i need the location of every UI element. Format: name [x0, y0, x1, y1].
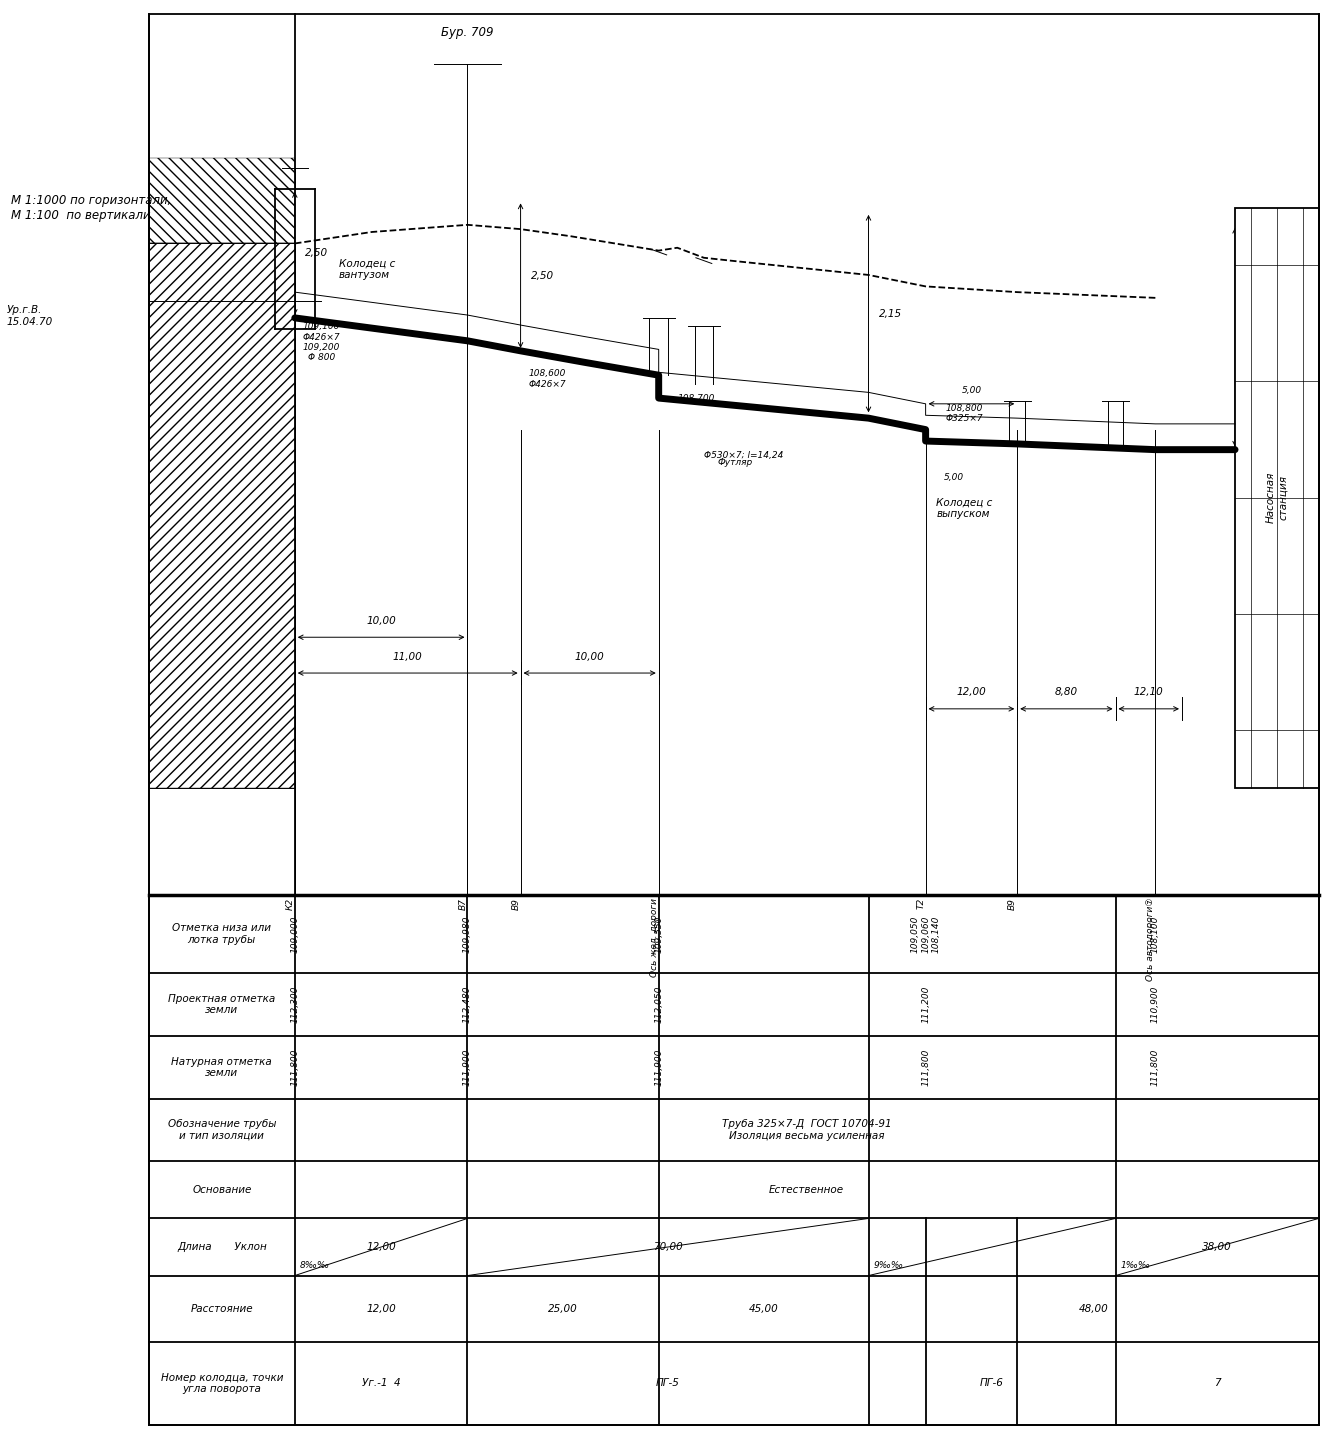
- Bar: [149, 243, 295, 788]
- Text: Обозначение трубы
и тип изоляции: Обозначение трубы и тип изоляции: [167, 1120, 276, 1141]
- Text: 48,00: 48,00: [1078, 1303, 1109, 1313]
- Text: Уг.-1  4: Уг.-1 4: [361, 1379, 401, 1389]
- Text: 5,00: 5,00: [961, 387, 983, 395]
- Text: 5,00: 5,00: [943, 473, 964, 481]
- Text: 111,200: 111,200: [922, 987, 930, 1024]
- Text: Проектная отметка
земли: Проектная отметка земли: [169, 994, 275, 1015]
- Text: 9‰‰: 9‰‰: [874, 1260, 904, 1270]
- Text: К2: К2: [286, 898, 295, 909]
- Text: Футляр: Футляр: [717, 458, 753, 467]
- Text: Труба 325×7-Д  ГОСТ 10704-91
Изоляция весьма усиленная: Труба 325×7-Д ГОСТ 10704-91 Изоляция вес…: [722, 1120, 891, 1141]
- Text: М 1:1000 по горизонтали,
М 1:100  по вертикали: М 1:1000 по горизонтали, М 1:100 по верт…: [11, 193, 171, 222]
- Text: 12,00: 12,00: [367, 1303, 396, 1313]
- Text: 110,900: 110,900: [1151, 987, 1159, 1024]
- Text: 109,100
Φ426×7
109,200
Φ 800: 109,100 Φ426×7 109,200 Φ 800: [303, 322, 340, 362]
- Text: Бур. 709: Бур. 709: [441, 26, 494, 39]
- Text: Натурная отметка
земли: Натурная отметка земли: [171, 1057, 272, 1078]
- Text: ПГ-5: ПГ-5: [656, 1379, 680, 1389]
- Text: 112,480: 112,480: [463, 987, 471, 1024]
- Bar: [1235, 208, 1319, 788]
- Text: Длина       Уклон: Длина Уклон: [177, 1242, 267, 1252]
- Text: 8,80: 8,80: [1054, 687, 1078, 697]
- Text: 108,100: 108,100: [1151, 915, 1159, 952]
- Text: 2,15: 2,15: [879, 309, 902, 318]
- Text: 112,300: 112,300: [291, 987, 299, 1024]
- Text: Колодец с
выпуском: Колодец с выпуском: [936, 497, 992, 520]
- Text: Основание: Основание: [193, 1184, 251, 1194]
- Text: Номер колодца, точки
угла поворота: Номер колодца, точки угла поворота: [161, 1373, 283, 1395]
- Text: 25,00: 25,00: [548, 1303, 578, 1313]
- Text: Ось автодороги⑦: Ось автодороги⑦: [1146, 898, 1155, 981]
- Text: 70,00: 70,00: [653, 1242, 683, 1252]
- Text: В9: В9: [511, 898, 521, 909]
- Text: Колодец с
вантузом: Колодец с вантузом: [339, 258, 394, 281]
- Text: 109,980: 109,980: [463, 915, 471, 952]
- Text: 109,050
109,060
108,140: 109,050 109,060 108,140: [911, 915, 940, 952]
- Text: 12,00: 12,00: [956, 687, 987, 697]
- Text: Насосная
станция: Насосная станция: [1266, 473, 1288, 523]
- Text: Ур.г.В.
15.04.70: Ур.г.В. 15.04.70: [7, 305, 53, 326]
- Text: 111,900: 111,900: [463, 1048, 471, 1085]
- Text: 45,00: 45,00: [749, 1303, 778, 1313]
- Text: Φ530×7; l=14,24: Φ530×7; l=14,24: [704, 451, 784, 460]
- Text: 111,800: 111,800: [291, 1048, 299, 1085]
- Text: 111,900: 111,900: [655, 1048, 663, 1085]
- Text: Расстояние: Расстояние: [190, 1303, 254, 1313]
- Text: 12,10: 12,10: [1134, 687, 1163, 697]
- Text: 111,800: 111,800: [1151, 1048, 1159, 1085]
- Text: 109,550: 109,550: [655, 915, 663, 952]
- Text: 109,000: 109,000: [291, 915, 299, 952]
- Text: 111,800: 111,800: [922, 1048, 930, 1085]
- Bar: [149, 243, 295, 788]
- Text: Естественное: Естественное: [769, 1184, 845, 1194]
- Text: В9: В9: [1008, 898, 1017, 909]
- Text: ПГ-6: ПГ-6: [980, 1379, 1004, 1389]
- Text: 1‰‰: 1‰‰: [1121, 1260, 1151, 1270]
- Text: 10,00: 10,00: [575, 652, 604, 662]
- Text: 108,600
Φ426×7: 108,600 Φ426×7: [529, 369, 566, 390]
- Text: Ось жел. дороги: Ось жел. дороги: [649, 898, 659, 977]
- Text: 108,800
Φ325×7: 108,800 Φ325×7: [946, 404, 983, 424]
- Text: В7: В7: [458, 898, 467, 909]
- Text: Т2: Т2: [916, 898, 926, 909]
- Text: 8‰‰: 8‰‰: [300, 1260, 331, 1270]
- Text: 2,50: 2,50: [305, 249, 328, 258]
- Text: 11,00: 11,00: [393, 652, 422, 662]
- Text: 38,00: 38,00: [1202, 1242, 1232, 1252]
- Text: 2,80: 2,80: [1246, 332, 1268, 342]
- Text: 12,00: 12,00: [367, 1242, 396, 1252]
- Text: Отметка низа или
лотка трубы: Отметка низа или лотка трубы: [173, 924, 271, 945]
- Text: 112,050: 112,050: [655, 987, 663, 1024]
- Text: 2,50: 2,50: [531, 271, 554, 281]
- Text: 10,00: 10,00: [367, 616, 396, 626]
- Text: 7: 7: [1214, 1379, 1220, 1389]
- Text: 108,700: 108,700: [677, 394, 714, 402]
